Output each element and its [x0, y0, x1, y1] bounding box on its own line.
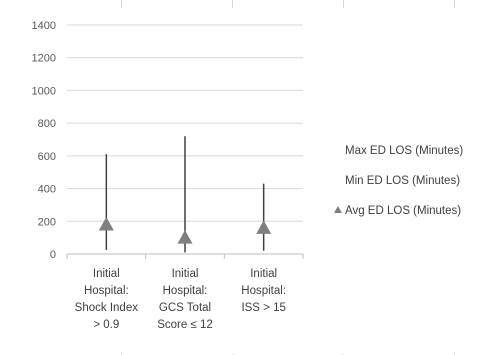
- x-category-label-line: Hospital:: [241, 285, 286, 297]
- y-tick-label: 400: [38, 184, 56, 196]
- x-category-label-line: GCS Total: [159, 302, 211, 314]
- y-tick-label: 1000: [32, 85, 56, 97]
- x-category-label: Initial Hospital: Shock Index > 0.9: [75, 268, 139, 331]
- y-tick-label: 200: [38, 216, 56, 228]
- avg-marker[interactable]: [177, 230, 193, 244]
- x-category-label-line: Initial: [93, 268, 120, 280]
- y-tick-label: 600: [38, 151, 56, 163]
- y-tick-label: 1400: [32, 20, 56, 32]
- avg-marker[interactable]: [98, 217, 114, 231]
- x-category-label-line: Initial: [172, 268, 199, 280]
- x-category-label: Initial Hospital: ISS > 15: [241, 268, 286, 314]
- avg-marker[interactable]: [256, 220, 272, 234]
- y-tick-label: 1200: [32, 53, 56, 65]
- x-category-label-line: Score ≤ 12: [157, 319, 213, 331]
- x-category-label-line: Initial: [250, 268, 277, 280]
- x-category-label-line: Hospital:: [84, 285, 129, 297]
- legend-entry[interactable]: Avg ED LOS (Minutes): [345, 205, 461, 217]
- chart-area[interactable]: [12, 8, 491, 354]
- x-category-label: Initial Hospital: GCS Total Score ≤ 12: [157, 268, 213, 331]
- y-tick-label: 800: [38, 118, 56, 130]
- x-category-label-line: ISS > 15: [241, 302, 285, 314]
- x-category-label-line: > 0.9: [93, 319, 119, 331]
- legend-avg-marker-icon: [334, 206, 342, 213]
- legend-entry[interactable]: Max ED LOS (Minutes): [345, 145, 463, 157]
- x-category-label-line: Hospital:: [163, 285, 208, 297]
- legend-entry[interactable]: Min ED LOS (Minutes): [345, 175, 460, 187]
- y-tick-label: 0: [50, 249, 56, 261]
- x-category-label-line: Shock Index: [75, 302, 139, 314]
